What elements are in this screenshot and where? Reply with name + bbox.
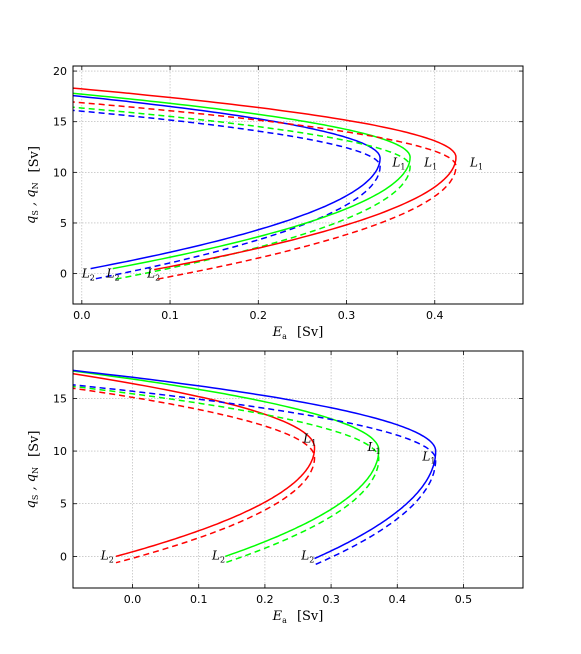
y-tick-label: 15 <box>53 116 67 129</box>
point-label: L2 <box>100 549 114 565</box>
point-label: L2 <box>146 267 160 283</box>
x-axis-label: Ea [Sv] <box>272 325 324 341</box>
point-label: L1 <box>423 155 437 171</box>
y-tick-label: 10 <box>53 445 67 458</box>
point-label: L1 <box>391 155 405 171</box>
y-tick-label: 5 <box>60 217 67 230</box>
x-tick-label: 0.3 <box>322 593 340 606</box>
x-axis-label: Ea [Sv] <box>272 609 324 625</box>
y-tick-label: 20 <box>53 65 67 78</box>
x-tick-label: 0.4 <box>389 593 407 606</box>
chart-panel-2: 0.0 0.1 0.2 0.3 0.4 0.5 0 5 10 15 L1 L1 L1 L2 L2 L2 Ea [S… <box>24 350 524 625</box>
x-tick-label: 0.0 <box>124 593 142 606</box>
point-label: L1 <box>302 432 316 448</box>
x-tick-label: 0.4 <box>426 309 444 322</box>
point-label: L1 <box>469 155 483 171</box>
y-tick-label: 10 <box>53 166 67 179</box>
series-line-blue-solid <box>73 369 437 560</box>
point-label: L2 <box>211 549 225 565</box>
series-line-green-solid <box>73 370 380 558</box>
point-label: L2 <box>106 267 120 283</box>
point-label: L1 <box>421 450 435 466</box>
x-tick-label: 0.3 <box>338 309 356 322</box>
y-tick-label: 0 <box>60 268 67 281</box>
y-axis-label: qS , qN[Sv] <box>24 146 42 224</box>
series-line-blue-dashed <box>73 384 437 566</box>
y-axis-label: qS , qN[Sv] <box>24 431 42 509</box>
point-label: L2 <box>81 267 95 283</box>
y-tick-label: 0 <box>60 550 67 563</box>
x-tick-label: 0.5 <box>455 593 473 606</box>
x-tick-label: 0.2 <box>256 593 274 606</box>
series-line-green-dashed <box>73 106 411 281</box>
series-line-green-solid <box>73 92 411 270</box>
series-line-red-solid <box>73 373 316 558</box>
x-tick-label: 0.0 <box>73 309 91 322</box>
series-line-red-dashed <box>73 101 457 281</box>
series-line-red-dashed <box>73 387 316 564</box>
point-label: L1 <box>366 440 380 456</box>
chart-panel-1: 0.0 0.1 0.2 0.3 0.4 0 5 10 15 20 L1 L1 L1 L2 L2 L2 Ea [Sv… <box>24 65 524 341</box>
x-tick-label: 0.1 <box>190 593 208 606</box>
series-line-green-dashed <box>73 385 380 564</box>
series-line-blue-dashed <box>73 109 381 281</box>
axes-frame <box>72 65 524 305</box>
point-label: L2 <box>300 549 314 565</box>
plot-area <box>73 87 457 281</box>
series-line-red-solid <box>73 87 457 271</box>
y-tick-label: 15 <box>53 392 67 405</box>
x-tick-label: 0.2 <box>250 309 268 322</box>
x-tick-label: 0.1 <box>161 309 179 322</box>
series-line-blue-solid <box>73 94 381 270</box>
y-tick-label: 5 <box>60 498 67 511</box>
axes-frame <box>72 350 524 589</box>
plot-area <box>73 369 437 566</box>
